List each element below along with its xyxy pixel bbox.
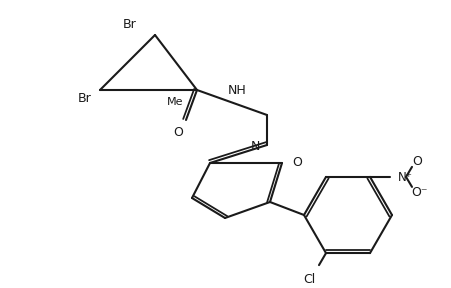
Text: O⁻: O⁻	[411, 186, 427, 199]
Text: O: O	[292, 156, 302, 168]
Text: N: N	[250, 141, 260, 154]
Text: N⁺: N⁺	[398, 171, 413, 184]
Text: Cl: Cl	[303, 273, 315, 286]
Text: O: O	[173, 126, 183, 139]
Text: Br: Br	[123, 18, 137, 31]
Text: O: O	[412, 156, 422, 168]
Text: NH: NH	[228, 84, 246, 96]
Text: Me: Me	[167, 97, 183, 107]
Text: Br: Br	[78, 92, 92, 105]
